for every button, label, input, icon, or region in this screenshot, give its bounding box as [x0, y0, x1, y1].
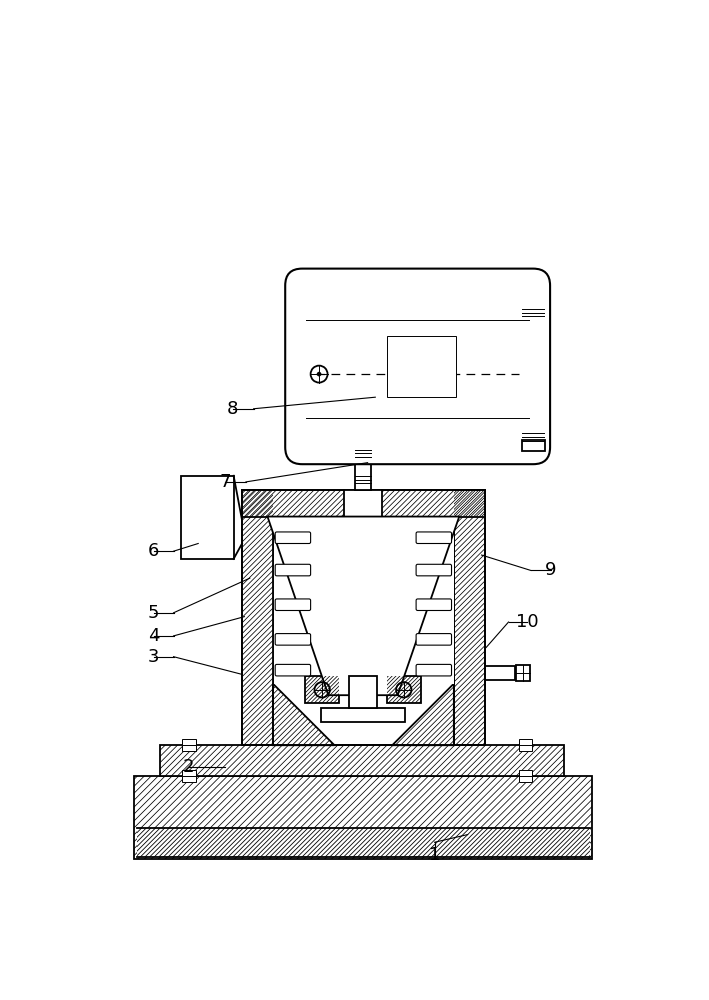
Bar [182, 776, 196, 782]
Bar [242, 490, 485, 745]
Polygon shape [242, 490, 485, 517]
Bar [273, 517, 454, 684]
Bar [182, 476, 234, 559]
Bar [518, 739, 532, 745]
Bar [185, 772, 193, 776]
Text: 3: 3 [147, 648, 160, 666]
Polygon shape [137, 828, 590, 857]
FancyBboxPatch shape [275, 599, 311, 610]
Polygon shape [160, 745, 564, 776]
FancyBboxPatch shape [275, 564, 311, 576]
FancyBboxPatch shape [275, 532, 311, 544]
Bar [182, 745, 196, 751]
FancyBboxPatch shape [416, 634, 452, 645]
Text: 8: 8 [227, 400, 238, 418]
Polygon shape [387, 676, 420, 703]
Polygon shape [273, 684, 335, 745]
Text: 2: 2 [182, 758, 194, 776]
Bar [387, 336, 456, 397]
Bar [518, 770, 532, 776]
Text: 5: 5 [147, 604, 160, 622]
Bar [320, 708, 406, 722]
Polygon shape [454, 490, 485, 745]
Bar [522, 440, 545, 451]
Bar [182, 770, 196, 776]
Bar [522, 772, 530, 776]
Text: 7: 7 [219, 473, 231, 491]
Bar [516, 665, 530, 681]
Bar [354, 443, 372, 490]
Polygon shape [306, 676, 339, 703]
Polygon shape [267, 517, 459, 695]
Bar [137, 828, 590, 857]
Bar [349, 676, 377, 708]
FancyBboxPatch shape [416, 599, 452, 610]
Bar [518, 776, 532, 782]
Polygon shape [392, 684, 454, 745]
Text: 6: 6 [148, 542, 160, 560]
Bar [344, 490, 382, 517]
FancyBboxPatch shape [416, 532, 452, 544]
Text: 9: 9 [545, 561, 557, 579]
Polygon shape [242, 490, 273, 745]
FancyBboxPatch shape [275, 634, 311, 645]
Text: 10: 10 [515, 613, 538, 631]
FancyBboxPatch shape [416, 664, 452, 676]
Circle shape [317, 372, 321, 376]
Bar [182, 739, 196, 745]
Bar [518, 745, 532, 751]
FancyBboxPatch shape [275, 664, 311, 676]
Polygon shape [134, 776, 593, 859]
FancyBboxPatch shape [285, 269, 550, 464]
Text: 4: 4 [147, 627, 160, 645]
Text: 1: 1 [429, 846, 440, 864]
FancyBboxPatch shape [416, 564, 452, 576]
Bar [486, 666, 515, 680]
